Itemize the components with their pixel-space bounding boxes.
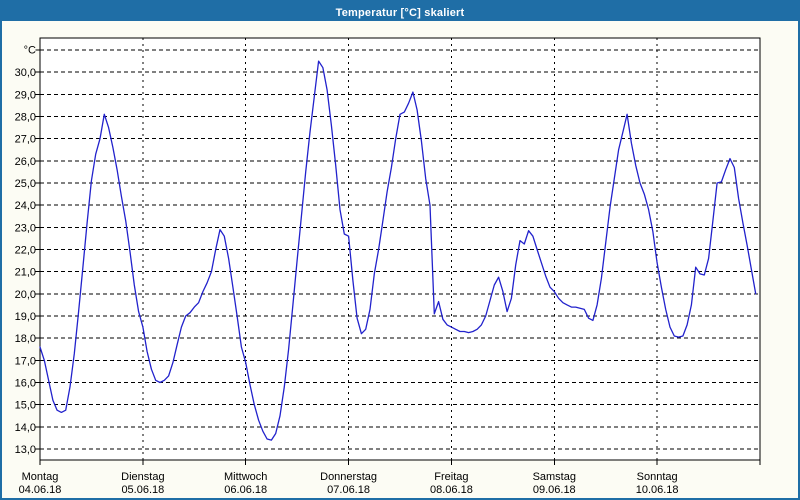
y-axis-tick-label: 27,0: [15, 134, 36, 146]
window-title: Temperatur [°C] skaliert: [335, 7, 465, 19]
y-axis-tick-label: 19,0: [15, 311, 36, 323]
plot-background: [40, 38, 760, 460]
y-axis-tick-label: 25,0: [15, 178, 36, 190]
x-axis-date-label: 10.06.18: [636, 484, 679, 496]
y-axis-tick-label: 17,0: [15, 355, 36, 367]
x-axis-date-label: 05.06.18: [121, 484, 164, 496]
y-axis-tick-label: 29,0: [15, 89, 36, 101]
y-axis-tick-label: 22,0: [15, 245, 36, 257]
y-axis-tick-label: 21,0: [15, 267, 36, 279]
y-axis-tick-label: 23,0: [15, 222, 36, 234]
chart-area: °C 30,0 29,0 28,0 27,0 26,0 25,0 24,0 23,0 22,0 21…: [2, 21, 798, 498]
y-axis-tick-label: 30,0: [15, 67, 36, 79]
y-axis-tick-label: 20,0: [15, 289, 36, 301]
plot-border: [39, 37, 761, 461]
x-axis-day-label: Freitag: [434, 471, 468, 483]
x-axis-date-label: 09.06.18: [533, 484, 576, 496]
x-axis-date-label: 06.06.18: [224, 484, 267, 496]
x-axis-date-label: 04.06.18: [19, 484, 62, 496]
x-axis-day-label: Dienstag: [121, 471, 164, 483]
y-axis-tick-label: 24,0: [15, 200, 36, 212]
x-axis-date-label: 08.06.18: [430, 484, 473, 496]
y-axis-tick-label: 15,0: [15, 400, 36, 412]
title-bar[interactable]: Temperatur [°C] skaliert: [2, 2, 798, 21]
y-axis-tick-label: 13,0: [15, 444, 36, 456]
x-axis-day-label: Donnerstag: [320, 471, 377, 483]
y-axis-tick-label: 18,0: [15, 333, 36, 345]
x-axis-day-label: Sonntag: [637, 471, 678, 483]
x-axis-day-label: Mittwoch: [224, 471, 267, 483]
x-axis-day-label: Samstag: [533, 471, 576, 483]
y-axis-tick-label: 28,0: [15, 112, 36, 124]
x-axis-day-label: Montag: [22, 471, 59, 483]
y-axis-tick-label: 16,0: [15, 378, 36, 390]
x-axis-date-label: 07.06.18: [327, 484, 370, 496]
y-axis-tick-label: 26,0: [15, 156, 36, 168]
chart-svg: °C 30,0 29,0 28,0 27,0 26,0 25,0 24,0 23,0 22,0 21…: [15, 37, 761, 496]
y-axis-tick-label: 14,0: [15, 422, 36, 434]
temperature-line: [39, 60, 757, 441]
y-axis-unit-label: °C: [24, 45, 36, 57]
